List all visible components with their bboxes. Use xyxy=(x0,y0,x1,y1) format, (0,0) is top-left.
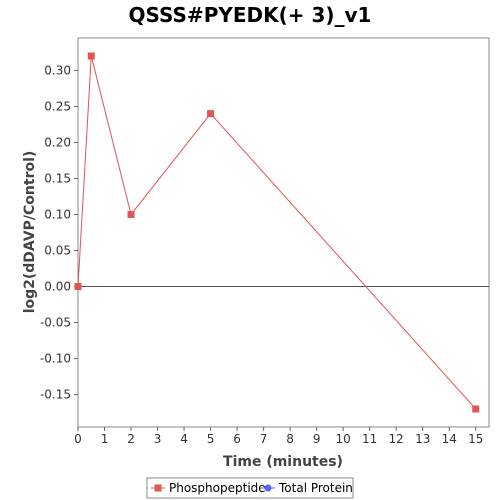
x-tick-label: 9 xyxy=(313,432,321,446)
legend-frame xyxy=(146,477,354,499)
x-tick-label: 14 xyxy=(442,432,457,446)
x-tick-label: 1 xyxy=(101,432,109,446)
y-tick-label: 0.05 xyxy=(44,244,71,258)
legend-marker xyxy=(264,484,272,492)
y-tick-label: 0.10 xyxy=(44,207,71,221)
legend-label: Total Protein xyxy=(278,481,353,495)
x-tick-label: 4 xyxy=(180,432,188,446)
plot-area xyxy=(77,37,490,428)
y-tick-label: -0.10 xyxy=(40,352,71,366)
data-point xyxy=(207,110,215,118)
x-tick-label: 10 xyxy=(336,432,351,446)
data-point xyxy=(74,283,82,291)
series-group xyxy=(74,52,480,413)
x-tick-label: 0 xyxy=(74,432,82,446)
legend-label: Phosphopeptide xyxy=(169,481,266,495)
x-tick-label: 2 xyxy=(127,432,135,446)
x-tick-label: 15 xyxy=(468,432,483,446)
x-tick-label: 7 xyxy=(260,432,268,446)
x-tick-label: 8 xyxy=(286,432,294,446)
chart-title: QSSS#PYEDK(+ 3)_v1 xyxy=(129,3,372,27)
y-tick-label: 0.30 xyxy=(44,63,71,77)
legend-marker xyxy=(154,484,162,492)
x-tick-label: 3 xyxy=(154,432,162,446)
x-tick-label: 13 xyxy=(415,432,430,446)
y-tick-label: 0.25 xyxy=(44,99,71,113)
x-tick-label: 5 xyxy=(207,432,215,446)
x-tick-label: 11 xyxy=(362,432,377,446)
y-tick-label: 0.15 xyxy=(44,171,71,185)
data-point xyxy=(127,210,135,218)
data-point xyxy=(472,405,480,413)
x-tick-label: 12 xyxy=(389,432,404,446)
legend: Phosphopeptide Total Protein xyxy=(146,477,354,499)
y-tick-label: 0.20 xyxy=(44,135,71,149)
data-point xyxy=(87,52,95,60)
y-tick-label: -0.05 xyxy=(40,316,71,330)
y-tick-label: 0.00 xyxy=(44,280,71,294)
y-tick-label: -0.15 xyxy=(40,388,71,402)
plot-frame xyxy=(77,37,490,428)
y-axis-label: log2(dDAVP/Control) xyxy=(22,151,38,314)
y-axis: -0.15 -0.10 -0.05 0.00 0.05 0.10 0.15 0.20 0.25 0… xyxy=(40,63,78,402)
x-tick-label: 6 xyxy=(233,432,241,446)
x-axis-label: Time (minutes) xyxy=(223,454,343,470)
x-axis: 0 1 2 3 4 5 6 7 8 9 10 11 12 13 14 15 xyxy=(74,427,483,446)
